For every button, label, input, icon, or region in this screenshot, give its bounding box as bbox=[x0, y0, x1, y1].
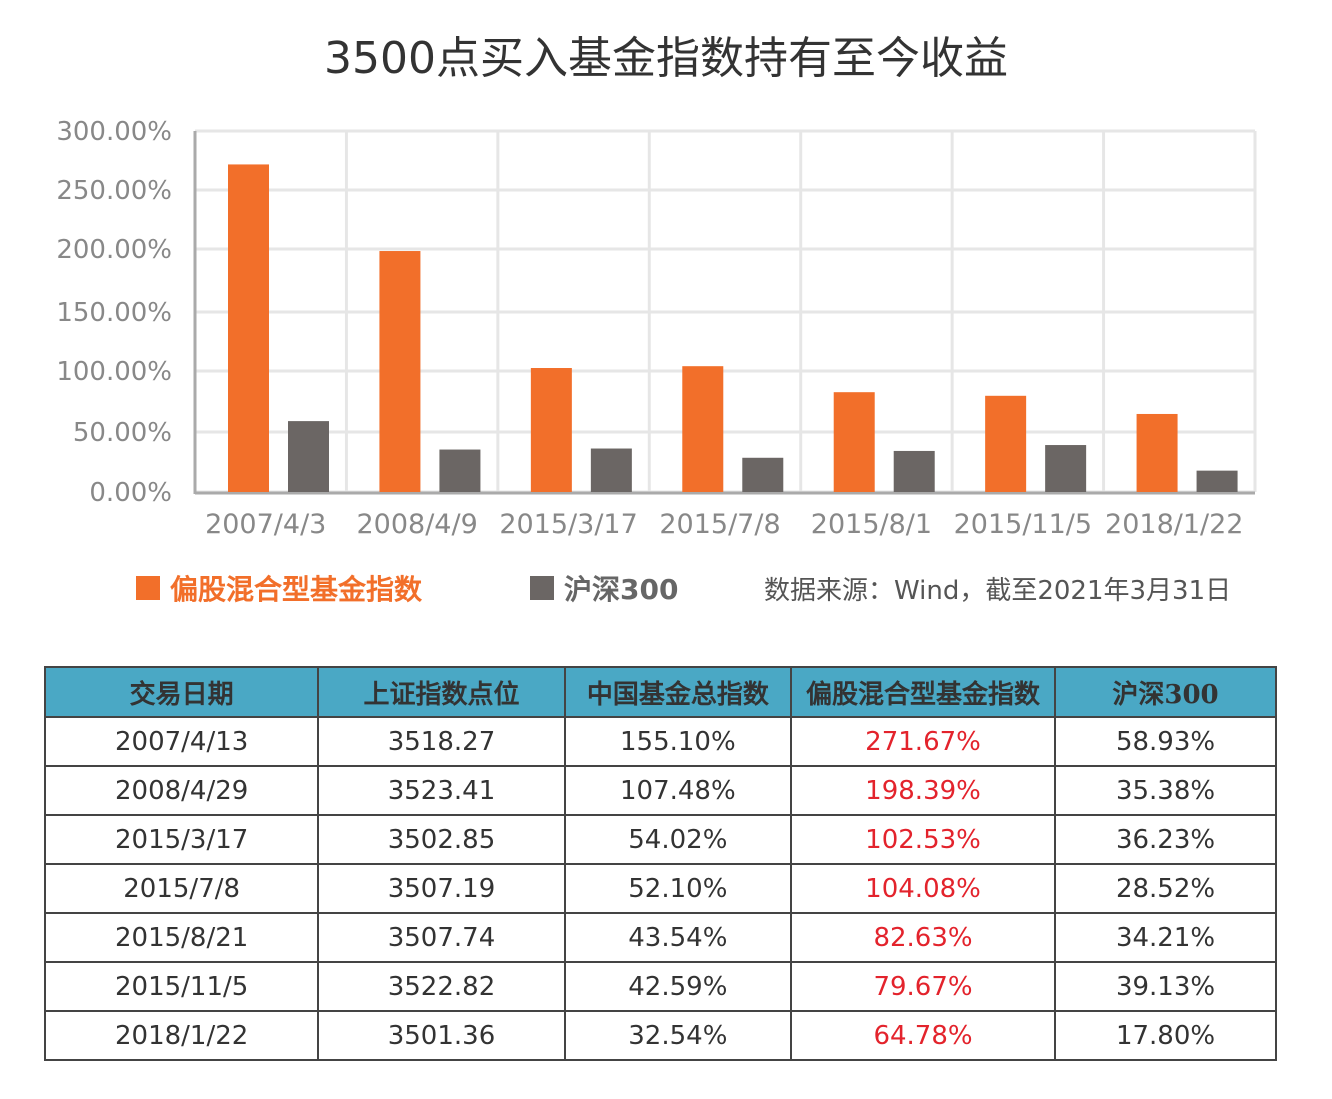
table-cell: 3522.82 bbox=[317, 961, 566, 1012]
table-cell: 3507.74 bbox=[317, 912, 566, 963]
table-cell: 42.59% bbox=[563, 961, 793, 1012]
bar-hs300 bbox=[1196, 470, 1238, 492]
table-cell: 54.02% bbox=[563, 814, 793, 865]
table-cell: 155.10% bbox=[563, 716, 793, 767]
legend-label: 偏股混合型基金指数 bbox=[170, 573, 423, 606]
x-tick-label: 2015/8/1 bbox=[811, 509, 932, 540]
column-header: 交易日期 bbox=[43, 666, 320, 718]
column-header: 中国基金总指数 bbox=[563, 666, 793, 718]
x-tick-label: 2018/1/22 bbox=[1105, 509, 1243, 540]
bar-fund-index bbox=[833, 392, 875, 492]
x-tick-label: 2008/4/9 bbox=[357, 509, 478, 540]
bar-fund-index bbox=[379, 251, 421, 492]
x-tick-label: 2015/11/5 bbox=[954, 509, 1092, 540]
table-cell: 36.23% bbox=[1054, 814, 1277, 865]
table-cell: 271.67% bbox=[789, 716, 1057, 767]
table-cell: 52.10% bbox=[563, 863, 793, 914]
table-cell: 28.52% bbox=[1054, 863, 1277, 914]
y-tick-label: 100.00% bbox=[56, 357, 172, 387]
table-cell: 39.13% bbox=[1054, 961, 1277, 1012]
table-cell: 3507.19 bbox=[317, 863, 566, 914]
bar-hs300 bbox=[590, 448, 632, 492]
bar-fund-index bbox=[682, 366, 724, 492]
y-tick-label: 150.00% bbox=[56, 298, 172, 328]
table-row: 2007/4/13 3518.27 155.10% 271.67% 58.93% bbox=[43, 716, 1277, 767]
legend-label: 沪深300 bbox=[564, 573, 679, 606]
y-tick-label: 50.00% bbox=[73, 418, 172, 448]
table-cell: 82.63% bbox=[789, 912, 1057, 963]
x-tick-label: 2007/4/3 bbox=[205, 509, 326, 540]
x-tick-label: 2015/3/17 bbox=[499, 509, 637, 540]
table-cell: 58.93% bbox=[1054, 716, 1277, 767]
table-row: 2015/7/8 3507.19 52.10% 104.08% 28.52% bbox=[43, 863, 1277, 914]
bar-fund-index bbox=[228, 164, 269, 493]
column-header: 偏股混合型基金指数 bbox=[789, 666, 1057, 718]
chart-title: 3500点买入基金指数持有至今收益 bbox=[324, 33, 1008, 84]
table-cell: 3518.27 bbox=[317, 716, 566, 767]
table-cell: 2015/3/17 bbox=[43, 814, 320, 865]
table-cell: 43.54% bbox=[563, 912, 793, 963]
column-header: 沪深300 bbox=[1054, 666, 1277, 718]
table-row: 2015/11/5 3522.82 42.59% 79.67% 39.13% bbox=[43, 961, 1277, 1012]
legend-item-fund: 偏股混合型基金指数 bbox=[136, 568, 422, 608]
bar-chart: 0.00% 50.00% 100.00% 150.00% 200.00% 250.00% 3… bbox=[56, 117, 1257, 540]
table-row: 2015/3/17 3502.85 54.02% 102.53% 36.23% bbox=[43, 814, 1277, 865]
bar-fund-index bbox=[985, 395, 1027, 492]
legend-swatch-orange bbox=[136, 576, 160, 600]
bar-hs300 bbox=[439, 449, 481, 492]
table-cell: 104.08% bbox=[789, 863, 1057, 914]
table-cell: 2015/7/8 bbox=[43, 863, 320, 914]
bar-hs300 bbox=[1045, 445, 1087, 492]
bar-hs300 bbox=[893, 450, 935, 492]
table-cell: 3502.85 bbox=[317, 814, 566, 865]
legend-item-hs300: 沪深300 bbox=[530, 568, 678, 608]
table-cell: 79.67% bbox=[789, 961, 1057, 1012]
table-row: 2008/4/29 3523.41 107.48% 198.39% 35.38% bbox=[43, 765, 1277, 816]
data-source-note: 数据来源：Wind，截至2021年3月31日 bbox=[764, 576, 1232, 606]
table-cell: 107.48% bbox=[563, 765, 793, 816]
table-cell: 2007/4/13 bbox=[43, 716, 320, 767]
bar-hs300 bbox=[288, 421, 329, 492]
data-table: 交易日期 上证指数点位 中国基金总指数 偏股混合型基金指数 沪深300 2007/4/1… bbox=[43, 666, 1277, 1061]
table-cell: 2015/11/5 bbox=[43, 961, 320, 1012]
bar-fund-index bbox=[530, 368, 572, 492]
y-tick-label: 300.00% bbox=[56, 117, 172, 147]
table-cell: 2008/4/29 bbox=[43, 765, 320, 816]
y-tick-label: 250.00% bbox=[56, 176, 172, 206]
table-cell: 198.39% bbox=[789, 765, 1057, 816]
table-cell: 32.54% bbox=[563, 1010, 793, 1061]
table-cell: 2015/8/21 bbox=[43, 912, 320, 963]
table-cell: 3501.36 bbox=[317, 1010, 566, 1061]
table-cell: 35.38% bbox=[1054, 765, 1277, 816]
table-cell: 102.53% bbox=[789, 814, 1057, 865]
y-tick-label: 0.00% bbox=[89, 478, 172, 508]
table-cell: 34.21% bbox=[1054, 912, 1277, 963]
table-cell: 2018/1/22 bbox=[43, 1010, 320, 1061]
table-cell: 64.78% bbox=[789, 1010, 1057, 1061]
column-header: 上证指数点位 bbox=[317, 666, 566, 718]
bar-hs300 bbox=[742, 457, 784, 492]
table-cell: 3523.41 bbox=[317, 765, 566, 816]
legend-swatch-gray bbox=[530, 576, 554, 600]
x-tick-label: 2015/7/8 bbox=[659, 509, 780, 540]
table-row: 2015/8/21 3507.74 43.54% 82.63% 34.21% bbox=[43, 912, 1277, 963]
y-tick-label: 200.00% bbox=[56, 235, 172, 265]
bar-fund-index bbox=[1136, 413, 1178, 492]
table-cell: 17.80% bbox=[1054, 1010, 1277, 1061]
table-row: 2018/1/22 3501.36 32.54% 64.78% 17.80% bbox=[43, 1010, 1277, 1061]
